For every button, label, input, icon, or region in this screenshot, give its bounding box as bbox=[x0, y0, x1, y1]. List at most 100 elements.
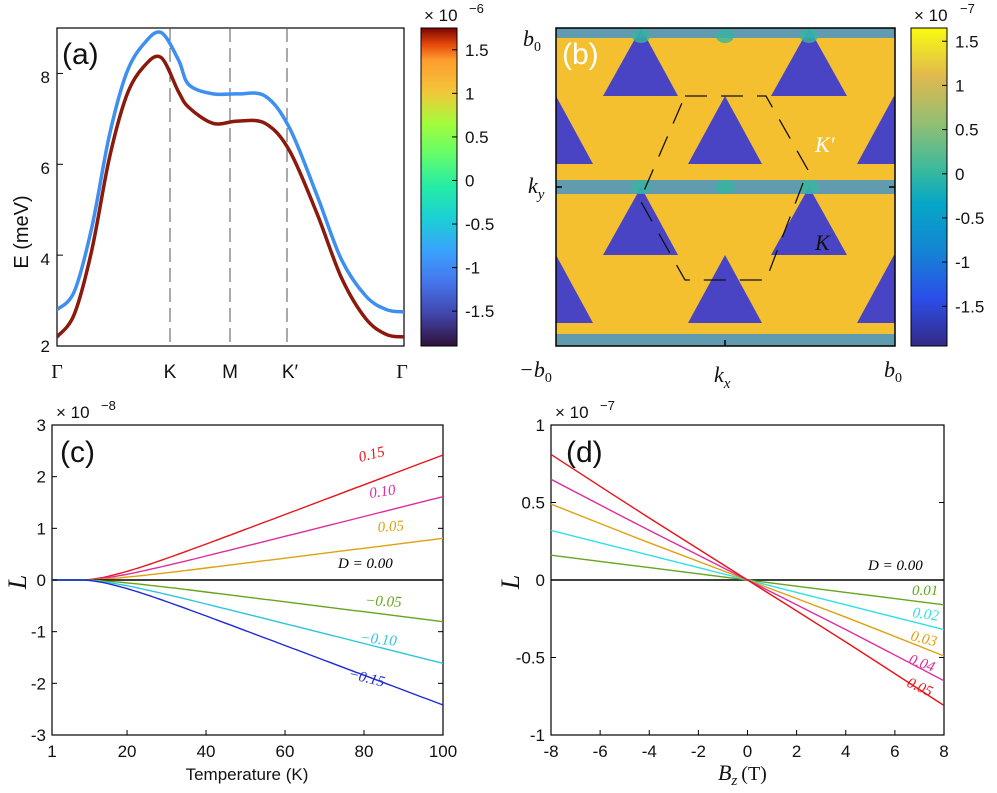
c-ylabel: L bbox=[3, 575, 32, 590]
a-ytick: 6 bbox=[41, 159, 50, 178]
a-ytick: 2 bbox=[41, 337, 50, 356]
a-ylabel: E (meV) bbox=[11, 195, 33, 268]
a-colorbar-exponent: −6 bbox=[469, 1, 484, 16]
c-ytick: 0 bbox=[37, 571, 46, 590]
b-label-kprime: K′ bbox=[814, 132, 836, 157]
a-xtick-gamma: Γ bbox=[51, 361, 63, 383]
d-xtick: -2 bbox=[691, 742, 706, 761]
c-multiplier: × 10 bbox=[56, 403, 90, 422]
d-xtick: -6 bbox=[593, 742, 608, 761]
d-series-label: 0.02 bbox=[911, 605, 940, 625]
colorbar-tick-label: -0.5 bbox=[465, 215, 494, 234]
panel-a-symmetry-lines bbox=[169, 28, 288, 346]
a-ytick: 4 bbox=[41, 250, 50, 269]
d-exponent: −7 bbox=[600, 398, 615, 413]
c-series-label: −0.10 bbox=[360, 630, 398, 650]
c-series-line bbox=[52, 454, 443, 581]
b-ylabel: ky bbox=[528, 173, 545, 203]
panel-d-label: (d) bbox=[566, 436, 603, 469]
c-xtick: 80 bbox=[355, 742, 374, 761]
colorbar-tick-label: 1 bbox=[955, 76, 964, 95]
c-xtick: 40 bbox=[197, 742, 216, 761]
b-colorbar-multiplier: × 10 bbox=[914, 6, 948, 25]
d-ytick: 0.5 bbox=[521, 494, 545, 513]
c-ytick: -1 bbox=[31, 623, 46, 642]
b-xtick-pos: b0 bbox=[884, 357, 902, 386]
d-ytick: 1 bbox=[536, 416, 545, 435]
b-colorbar-exponent: −7 bbox=[960, 1, 975, 16]
b-colorbar bbox=[910, 27, 948, 347]
panel-b: (b) K′ K b0 ky −b0 kx b0 × 10 −7 1.5 1 0.5… bbox=[519, 1, 984, 392]
colorbar-tick-label: -1 bbox=[955, 253, 970, 272]
d-xtick: 8 bbox=[939, 742, 948, 761]
colorbar-tick-label: -1.5 bbox=[465, 302, 494, 321]
colorbar-tick-label: -1.5 bbox=[955, 297, 984, 316]
a-ytick: 8 bbox=[41, 68, 50, 87]
c-ytick: 1 bbox=[37, 519, 46, 538]
c-ytick: -3 bbox=[31, 726, 46, 745]
panel-a: (a) 2 4 6 8 E (meV) Γ K M K′ Γ × 10 −6 1… bbox=[11, 1, 494, 383]
colorbar-tick-label: 0 bbox=[955, 165, 964, 184]
d-series-line bbox=[551, 453, 944, 707]
colorbar-tick-label: 1 bbox=[465, 84, 474, 103]
d-ytick: -0.5 bbox=[516, 649, 545, 668]
d-ytick: -1 bbox=[530, 726, 545, 745]
panel-c: (c) × 10 −8 L Temperature (K) 3 2 1 0 -1 -2 -3… bbox=[3, 398, 457, 784]
colorbar-tick-label: 1.5 bbox=[465, 41, 489, 60]
d-xtick: -4 bbox=[642, 742, 657, 761]
d-ylabel: L bbox=[496, 575, 525, 590]
a-colorbar-multiplier: × 10 bbox=[424, 6, 458, 25]
c-xtick: 100 bbox=[429, 742, 457, 761]
b-xlabel: kx bbox=[714, 362, 731, 392]
c-series-label: 0.15 bbox=[357, 444, 387, 466]
d-xtick: 6 bbox=[890, 742, 899, 761]
band-curve-2 bbox=[57, 54, 404, 339]
colorbar-tick-label: 0.5 bbox=[955, 121, 979, 140]
a-xtick-m: M bbox=[222, 362, 238, 383]
a-xtick-kprime: K′ bbox=[282, 362, 299, 383]
d-xlabel: Bz (T) bbox=[718, 760, 767, 789]
d-series-label: 0.01 bbox=[912, 583, 938, 599]
a-colorbar bbox=[420, 27, 458, 347]
colorbar-tick-label: 0.5 bbox=[465, 128, 489, 147]
d-series-label: D = 0.00 bbox=[867, 558, 923, 574]
colorbar-tick-label: -1 bbox=[465, 259, 480, 278]
b-label-k: K bbox=[814, 230, 831, 255]
panel-a-label: (a) bbox=[62, 38, 99, 71]
d-xtick: 2 bbox=[792, 742, 801, 761]
brillouin-zone bbox=[639, 95, 809, 281]
c-ytick: 2 bbox=[37, 468, 46, 487]
colorbar-tick-label: 1.5 bbox=[955, 32, 979, 51]
c-xtick: 60 bbox=[276, 742, 295, 761]
c-series-label: D = 0.00 bbox=[337, 556, 393, 572]
d-xtick: -8 bbox=[543, 742, 558, 761]
d-series-label: 0.03 bbox=[909, 628, 938, 650]
d-xtick: 0 bbox=[743, 742, 752, 761]
panel-b-label: (b) bbox=[562, 38, 599, 71]
a-xtick-k: K bbox=[164, 362, 177, 383]
c-series-line bbox=[52, 496, 443, 581]
c-series-label: 0.10 bbox=[368, 482, 397, 502]
panel-d: (d) × 10 −7 L Bz (T) 1 0.5 0 -0.5 -1-8 -6 -4 -2 0… bbox=[496, 398, 949, 789]
a-xtick-gamma-end: Γ bbox=[396, 361, 408, 383]
panel-c-label: (c) bbox=[60, 436, 95, 469]
c-xtick: 1 bbox=[47, 742, 56, 761]
b-ytick-b0: b0 bbox=[523, 26, 541, 55]
c-exponent: −8 bbox=[101, 398, 116, 413]
b-xtick-neg: −b0 bbox=[519, 357, 552, 386]
d-xtick: 4 bbox=[841, 742, 850, 761]
c-series-line bbox=[52, 537, 443, 581]
c-xtick: 20 bbox=[118, 742, 137, 761]
d-multiplier: × 10 bbox=[555, 403, 589, 422]
c-series-label: −0.05 bbox=[365, 593, 403, 611]
panel-b-heatmap bbox=[556, 28, 895, 346]
band-curve-1 bbox=[57, 30, 404, 314]
colorbar-tick-label: 0 bbox=[465, 171, 474, 190]
c-ytick: -2 bbox=[31, 674, 46, 693]
d-ytick: 0 bbox=[536, 571, 545, 590]
c-series-line bbox=[52, 579, 443, 623]
c-xlabel: Temperature (K) bbox=[186, 765, 309, 784]
c-series-line bbox=[52, 579, 443, 664]
c-ytick: 3 bbox=[37, 416, 46, 435]
